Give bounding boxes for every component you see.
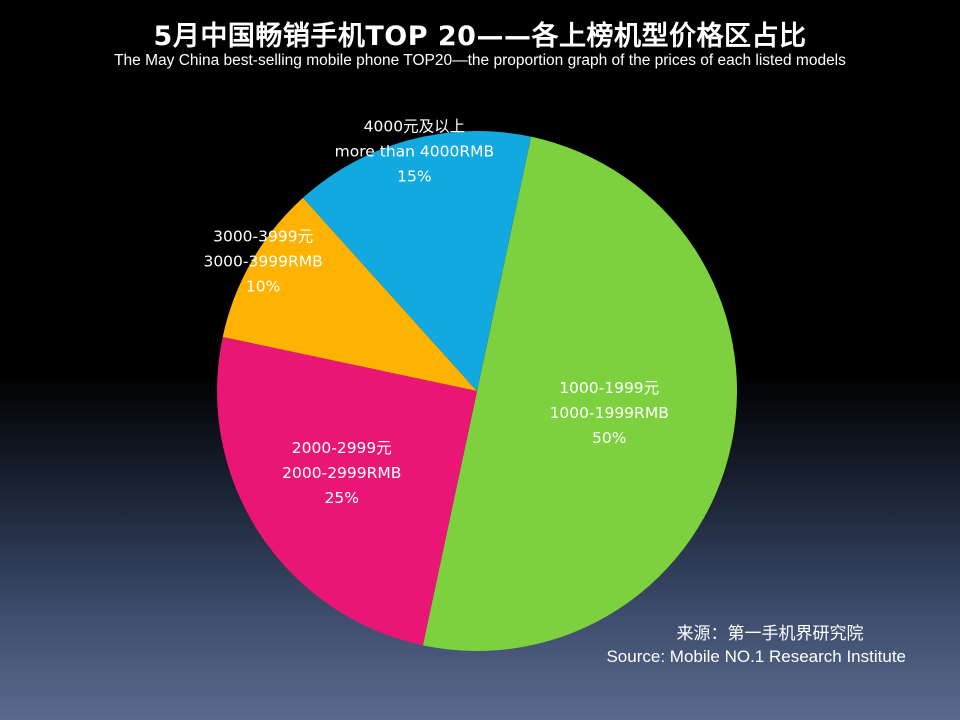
source-en: Source: Mobile NO.1 Research Institute [606, 647, 906, 666]
slice-label-2000-2999: 2000-2999元 2000-2999RMB 25% [282, 439, 401, 507]
pie-slice-4000-plus [303, 130, 532, 391]
slice-label-4000-plus: 4000元及以上 more than 4000RMB 15% [335, 117, 494, 185]
pie-slice-1000-1999 [422, 136, 738, 652]
source-cn: 来源：第一手机界研究院 [676, 624, 864, 643]
chart-title: 5月中国畅销手机TOP 20——各上榜机型价格区占比 [153, 21, 807, 52]
chart-subtitle: The May China best-selling mobile phone … [114, 52, 846, 69]
pie-slice-2000-2999 [216, 336, 477, 646]
slice-label-3000-3999: 3000-3999元 3000-3999RMB 10% [203, 228, 322, 296]
slice-label-1000-1999: 1000-1999元 1000-1999RMB 50% [550, 379, 669, 447]
source-note: 来源：第一手机界研究院 Source: Mobile NO.1 Research… [606, 622, 906, 668]
pie-slice-3000-3999 [222, 197, 477, 391]
